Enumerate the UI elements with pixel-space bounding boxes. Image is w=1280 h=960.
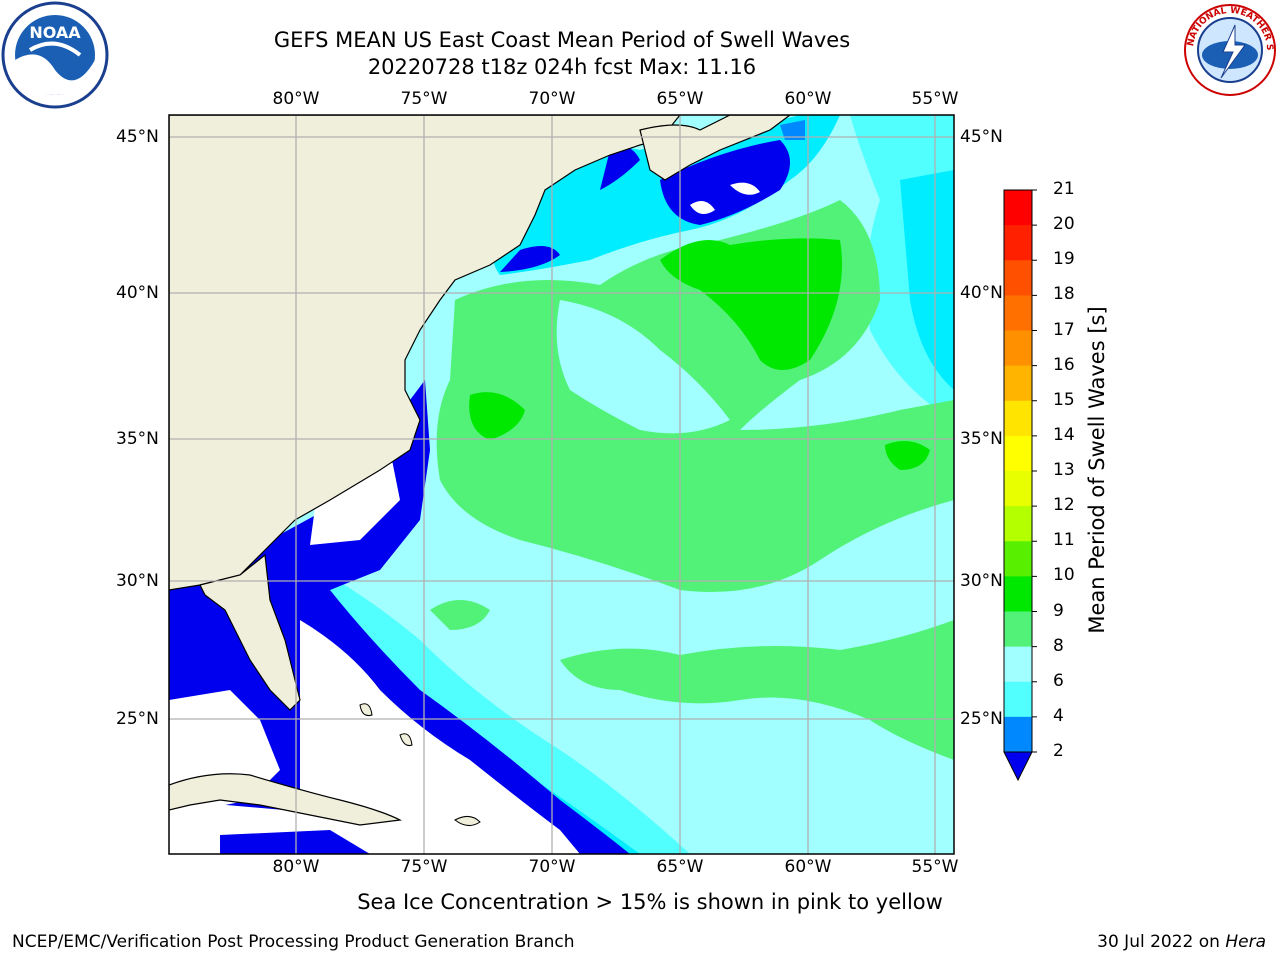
footer-machine: Hera — [1225, 932, 1266, 952]
colorbar-segment — [1004, 295, 1032, 331]
colorbar-tick-label: 18 — [1053, 284, 1075, 305]
colorbar-tick-label: 19 — [1053, 249, 1075, 270]
colorbar-tick-label: 21 — [1053, 179, 1075, 199]
colorbar-tick-label: 15 — [1053, 389, 1075, 410]
colorbar-tick-label: 2 — [1053, 741, 1064, 761]
colorbar-segment — [1004, 646, 1032, 683]
lat-label-left: 45°N — [116, 127, 159, 147]
map-plot-area — [169, 115, 954, 854]
colorbar-tick-label: 13 — [1053, 460, 1075, 480]
lon-label-bottom: 65°W — [656, 857, 704, 877]
colorbar-tick-label: 12 — [1053, 495, 1075, 516]
lat-label-right: 40°N — [960, 283, 1003, 303]
colorbar-tick-label: 11 — [1053, 530, 1075, 551]
colorbar-tick-label: 16 — [1053, 354, 1075, 375]
colorbar-segment — [1004, 471, 1032, 507]
colorbar-segment — [1004, 506, 1032, 542]
footer-credit: NCEP/EMC/Verification Post Processing Pr… — [12, 932, 575, 952]
noaa-logo-text: NOAA — [29, 23, 81, 42]
sea-ice-caption: Sea Ice Concentration > 15% is shown in … — [357, 890, 943, 914]
colorbar-segment — [1004, 435, 1032, 472]
map-frame — [168, 114, 955, 855]
lat-label-right: 30°N — [960, 571, 1003, 591]
colorbar-segment — [1004, 330, 1032, 367]
lon-label-bottom: 55°W — [911, 857, 959, 877]
lat-label-right: 25°N — [960, 709, 1003, 729]
lat-label-left: 40°N — [116, 283, 159, 303]
colorbar-segment — [1004, 365, 1032, 402]
colorbar-tick-label: 14 — [1053, 424, 1075, 445]
colorbar-segment — [1004, 541, 1032, 577]
lon-label-bottom: 70°W — [528, 857, 576, 877]
lat-label-right: 35°N — [960, 429, 1003, 449]
colorbar-label: Mean Period of Swell Waves [s] — [1085, 306, 1109, 634]
colorbar-tick-label: 20 — [1053, 214, 1075, 235]
colorbar-segment — [1004, 681, 1032, 718]
lon-label-top: 70°W — [528, 89, 576, 109]
colorbar-segment — [1004, 190, 1032, 226]
lon-label-top: 55°W — [911, 89, 959, 109]
lon-label-top: 80°W — [272, 89, 320, 109]
lon-label-top: 65°W — [656, 89, 704, 109]
colorbar-segment — [1004, 400, 1032, 437]
lon-label-bottom: 75°W — [400, 857, 448, 877]
colorbar-segment — [1004, 260, 1032, 296]
footer-date: 30 Jul 2022 on Hera — [1097, 932, 1266, 952]
colorbar-segment — [1004, 576, 1032, 612]
colorbar-tick-label: 6 — [1053, 670, 1064, 691]
colorbar-segment — [1004, 225, 1032, 261]
lon-label-top: 60°W — [784, 89, 832, 109]
lon-label-top: 75°W — [400, 89, 448, 109]
lat-label-right: 45°N — [960, 127, 1003, 147]
lat-label-left: 25°N — [116, 709, 159, 729]
lon-label-bottom: 60°W — [784, 857, 832, 877]
colorbar-tick-label: 10 — [1053, 565, 1075, 586]
footer-date-text: 30 Jul 2022 on — [1097, 932, 1220, 952]
lat-label-left: 30°N — [116, 571, 159, 591]
colorbar-tick-label: 17 — [1053, 319, 1075, 340]
colorbar-tick-label: 9 — [1053, 600, 1064, 621]
colorbar-extend-arrow — [1003, 751, 1033, 782]
colorbar-segment — [1004, 611, 1032, 648]
lon-label-bottom: 80°W — [272, 857, 320, 877]
colorbar-tick-label: 8 — [1053, 635, 1064, 656]
chart-subtitle: 20220728 t18z 024h fcst Max: 11.16 — [367, 55, 757, 79]
lat-label-left: 35°N — [116, 429, 159, 449]
noaa-logo-icon: NOAA — [0, 0, 110, 110]
chart-title: GEFS MEAN US East Coast Mean Period of S… — [273, 28, 851, 52]
nws-logo-icon: NATIONAL WEATHER SERVICE — [1172, 0, 1280, 100]
colorbar-tick-label: 4 — [1053, 705, 1064, 726]
colorbar — [1003, 189, 1037, 782]
map-gridlines — [169, 115, 954, 854]
colorbar-segment — [1004, 716, 1032, 752]
